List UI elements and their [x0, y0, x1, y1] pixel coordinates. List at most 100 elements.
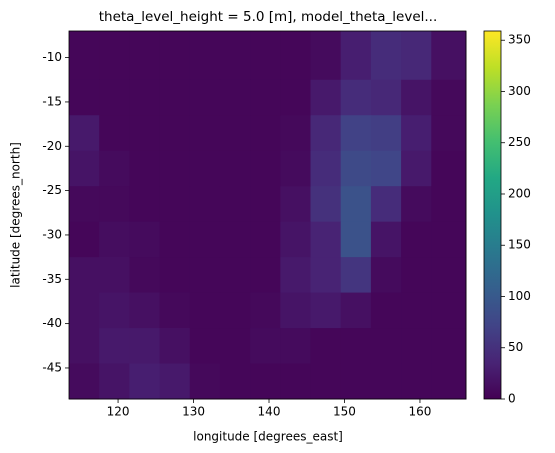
heatmap-cell [189, 79, 221, 116]
colorbar-tick-label: 150 [508, 238, 531, 252]
y-tick-label: -45 [42, 360, 62, 374]
heatmap-cell [69, 221, 100, 258]
heatmap-cell [280, 257, 312, 294]
heatmap-cell [370, 328, 402, 365]
heatmap-cell [189, 292, 221, 329]
heatmap-cell [431, 257, 467, 294]
y-axis-label: latitude [degrees_north] [9, 142, 23, 288]
heatmap-cell [159, 363, 191, 400]
heatmap-cell [99, 79, 130, 116]
heatmap-cell [431, 221, 467, 258]
heatmap-cell [219, 115, 251, 152]
heatmap-cell [280, 363, 312, 400]
heatmap-cell [401, 150, 432, 187]
heatmap-cell [310, 79, 342, 116]
heatmap-cell [401, 221, 432, 258]
heatmap-cell [401, 328, 432, 365]
heatmap-cell [219, 292, 251, 329]
heatmap-cell [310, 292, 342, 329]
heatmap-cell [69, 79, 100, 116]
heatmap-cell [159, 221, 191, 258]
heatmap-cell [401, 257, 432, 294]
y-tick-label: -25 [42, 183, 62, 197]
heatmap-cell [250, 221, 281, 258]
heatmap-cell [340, 257, 372, 294]
heatmap-cell [99, 150, 130, 187]
heatmap-cell [431, 292, 467, 329]
heatmap-cell [129, 257, 161, 294]
heatmap-cell [340, 328, 372, 365]
y-tick-label: -40 [42, 316, 62, 330]
heatmap-cell [159, 186, 191, 223]
heatmap-cell [431, 363, 467, 400]
colorbar-tick-label: 250 [508, 135, 531, 149]
heatmap-cell [69, 257, 100, 294]
heatmap-cell [129, 221, 161, 258]
heatmap-cell [370, 115, 402, 152]
colorbar-tick-label: 0 [508, 392, 516, 406]
heatmap-cell [280, 115, 312, 152]
heatmap-cell [280, 79, 312, 116]
heatmap-cell [250, 115, 281, 152]
heatmap-cell [250, 186, 281, 223]
heatmap-cell [310, 115, 342, 152]
heatmap-cell [99, 363, 130, 400]
y-tick-label: -30 [42, 227, 62, 241]
colorbar-tick-label: 200 [508, 186, 531, 200]
heatmap-cell [99, 221, 130, 258]
heatmap-cell [219, 31, 251, 81]
heatmap-cell [189, 150, 221, 187]
heatmap-cell [129, 328, 161, 365]
heatmap-cell [431, 79, 467, 116]
heatmap-cell [219, 221, 251, 258]
heatmap-cell [159, 79, 191, 116]
heatmap-cell [99, 115, 130, 152]
heatmap-cell [431, 186, 467, 223]
heatmap-cell [431, 328, 467, 365]
heatmap-cell [310, 257, 342, 294]
x-tick-label: 140 [258, 405, 281, 419]
heatmap-cell [99, 186, 130, 223]
plot-frame [68, 30, 467, 400]
y-tick-label: -10 [42, 50, 62, 64]
heatmap-cell [189, 186, 221, 223]
heatmap-cell [99, 257, 130, 294]
x-tick-label: 160 [409, 405, 432, 419]
heatmap-cell [250, 31, 281, 81]
heatmap-cell [189, 31, 221, 81]
colorbar [483, 30, 502, 400]
heatmap-cell [370, 186, 402, 223]
heatmap-cell [219, 363, 251, 400]
heatmap-cell [370, 150, 402, 187]
heatmap-cell [280, 31, 312, 81]
heatmap-cell [370, 363, 402, 400]
heatmap-cell [370, 79, 402, 116]
heatmap-cell [219, 79, 251, 116]
heatmap-cell [310, 31, 342, 81]
heatmap-cell [159, 115, 191, 152]
heatmap-cell [340, 363, 372, 400]
heatmap-cell [370, 221, 402, 258]
heatmap-cell [401, 363, 432, 400]
heatmap-cell [219, 257, 251, 294]
heatmap-cell [189, 363, 221, 400]
heatmap-cell [129, 363, 161, 400]
heatmap-cell [370, 31, 402, 81]
x-tick-label: 150 [333, 405, 356, 419]
heatmap-cell [69, 150, 100, 187]
heatmap-cell [401, 186, 432, 223]
heatmap-cell [340, 115, 372, 152]
heatmap-cell [250, 150, 281, 187]
heatmap-cell [189, 328, 221, 365]
heatmap-cell [310, 150, 342, 187]
heatmap-cell [250, 328, 281, 365]
heatmap-cell [129, 31, 161, 81]
heatmap-cell [401, 115, 432, 152]
heatmap-cell [401, 79, 432, 116]
heatmap-cell [69, 186, 100, 223]
heatmap-cell [99, 328, 130, 365]
heatmap-cell [159, 328, 191, 365]
heatmap-cell [99, 292, 130, 329]
